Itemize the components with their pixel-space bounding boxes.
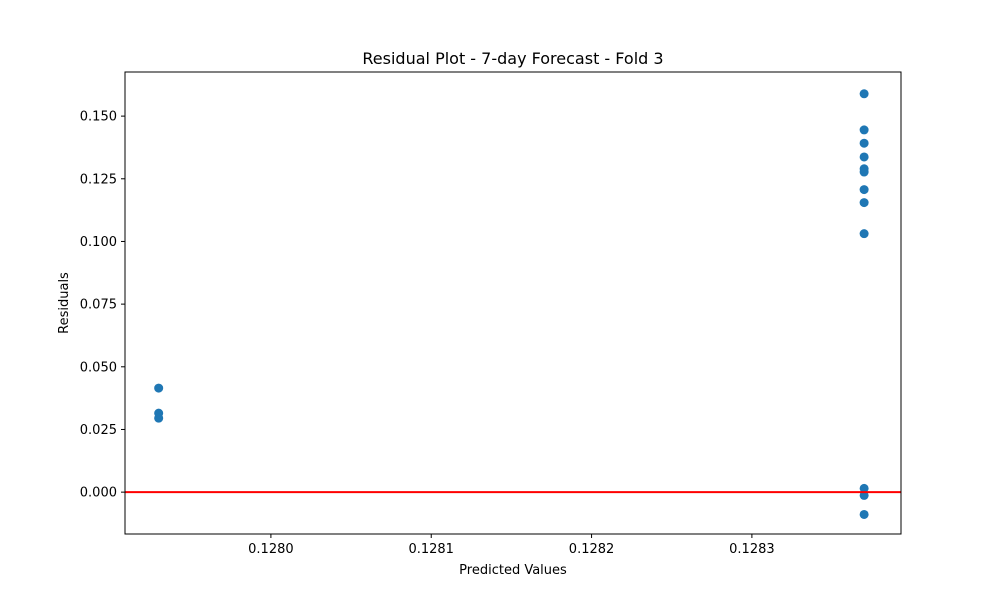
data-point: [154, 413, 164, 423]
points-layer: [154, 89, 869, 519]
x-axis: 0.1280 0.1281 0.1282 0.1283: [248, 534, 775, 557]
data-point: [859, 198, 869, 208]
x-axis-label: Predicted Values: [459, 563, 567, 578]
y-axis-label: Residuals: [57, 272, 72, 334]
y-tick-label: 0.050: [80, 360, 117, 375]
data-point: [859, 138, 869, 148]
data-point: [859, 89, 869, 99]
plot-frame: [124, 71, 902, 535]
data-point: [859, 483, 869, 493]
x-tick-label: 0.1280: [248, 542, 294, 557]
data-point: [859, 509, 869, 519]
x-tick-label: 0.1282: [569, 542, 615, 557]
y-tick-label: 0.075: [80, 298, 117, 313]
x-tick-label: 0.1281: [408, 542, 454, 557]
data-point: [154, 383, 164, 393]
data-point: [859, 167, 869, 177]
y-tick-label: 0.000: [80, 486, 117, 501]
x-tick-label: 0.1283: [729, 542, 775, 557]
y-tick-label: 0.150: [80, 110, 117, 125]
y-tick-label: 0.025: [80, 423, 117, 438]
y-tick-label: 0.125: [80, 172, 117, 187]
y-axis: 0.000 0.025 0.050 0.075 0.100 0.125 0.150: [80, 110, 125, 501]
plot-area: [124, 71, 902, 535]
y-tick-label: 0.100: [80, 235, 117, 250]
data-point: [859, 229, 869, 239]
data-point: [859, 490, 869, 500]
data-point: [859, 152, 869, 162]
data-point: [859, 185, 869, 195]
data-point: [859, 125, 869, 135]
chart-title: Residual Plot - 7-day Forecast - Fold 3: [362, 49, 663, 68]
